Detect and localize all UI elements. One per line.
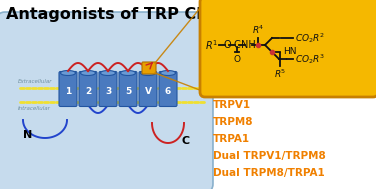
Ellipse shape [120,70,135,75]
Text: $R^5$: $R^5$ [274,68,286,80]
FancyBboxPatch shape [142,62,156,74]
Text: $CO_2R^2$: $CO_2R^2$ [295,31,325,45]
Text: 3: 3 [105,87,111,95]
FancyBboxPatch shape [200,0,376,97]
FancyBboxPatch shape [79,71,97,106]
Text: 5: 5 [125,87,131,95]
Text: 6: 6 [165,87,171,95]
Ellipse shape [61,70,76,75]
FancyBboxPatch shape [99,71,117,106]
Text: TRPM8: TRPM8 [213,117,253,127]
Text: NH: NH [241,40,255,50]
Ellipse shape [100,70,115,75]
FancyBboxPatch shape [119,71,137,106]
Text: O: O [233,55,241,64]
Text: Antagonists of TRP Channels: Antagonists of TRP Channels [6,6,267,22]
Ellipse shape [161,70,176,75]
Text: $R^4$: $R^4$ [252,24,264,36]
Text: O: O [223,40,231,50]
Text: 2: 2 [85,87,91,95]
Text: TRPA1: TRPA1 [213,134,250,144]
FancyBboxPatch shape [139,71,157,106]
Text: 1: 1 [65,87,71,95]
Text: C: C [233,40,240,50]
Text: C: C [182,136,190,146]
FancyBboxPatch shape [0,12,213,189]
Text: Dual TRPV1/TRPM8: Dual TRPV1/TRPM8 [213,151,326,161]
Text: HN: HN [283,47,297,57]
Text: Extracellular: Extracellular [18,79,53,84]
Text: N: N [23,130,33,140]
FancyBboxPatch shape [159,71,177,106]
Text: Intracellular: Intracellular [18,106,51,111]
Text: V: V [144,87,152,95]
Text: $CO_2R^3$: $CO_2R^3$ [295,52,325,66]
Ellipse shape [80,70,96,75]
Text: Dual TRPM8/TRPA1: Dual TRPM8/TRPA1 [213,168,325,178]
Text: TRPV1: TRPV1 [213,100,251,110]
Text: $R^1$: $R^1$ [205,38,218,52]
FancyBboxPatch shape [59,71,77,106]
Ellipse shape [141,70,156,75]
